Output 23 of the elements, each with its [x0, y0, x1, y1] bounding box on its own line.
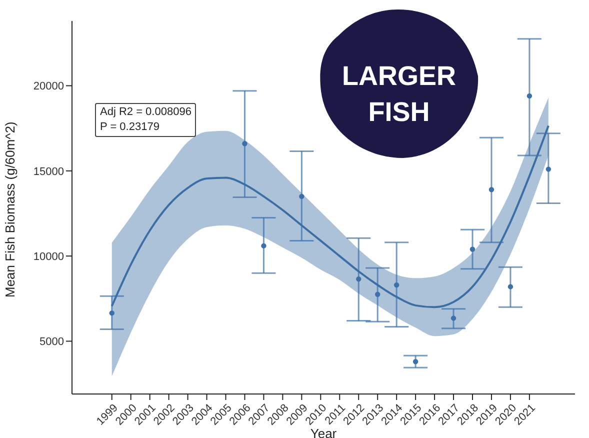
y-tick-label: 10000	[33, 250, 64, 263]
point	[450, 316, 456, 321]
x-axis-title: Year	[310, 426, 338, 438]
annotation: P = 0.23179	[100, 120, 160, 135]
point	[299, 194, 304, 200]
point	[242, 141, 248, 146]
point	[374, 292, 380, 297]
point	[261, 243, 266, 248]
point	[412, 359, 418, 364]
y-tick-label: 15000	[33, 166, 64, 178]
y-tick-label: 20000	[33, 80, 64, 93]
annotation: Adj R2 = 0.008096	[100, 105, 192, 120]
point	[508, 284, 514, 290]
point	[356, 276, 362, 282]
point	[470, 246, 476, 252]
point	[526, 93, 532, 99]
annotation: LARGER FISH	[341, 60, 457, 129]
point	[109, 310, 114, 316]
point	[488, 187, 494, 192]
point	[394, 282, 400, 288]
y-tick-label: 5000	[40, 336, 64, 348]
point	[546, 166, 552, 172]
y-axis-title: Mean Fish Biomass (g/60m^2)	[2, 122, 18, 298]
